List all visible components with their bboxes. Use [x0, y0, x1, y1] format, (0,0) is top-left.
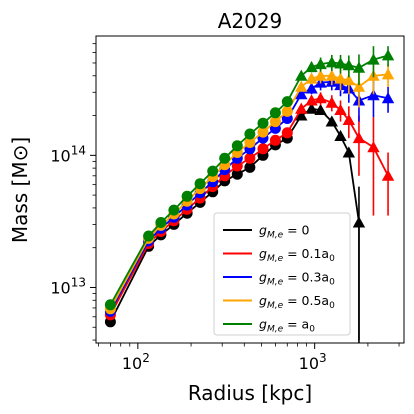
data-point — [244, 152, 256, 164]
data-point-triangle — [367, 89, 380, 101]
data-point-triangle — [295, 69, 308, 81]
data-point-triangle — [342, 146, 356, 158]
x-tick-label: 103 — [299, 351, 327, 373]
data-point — [231, 168, 243, 180]
data-point-triangle — [367, 53, 380, 65]
data-point — [269, 116, 281, 128]
data-point-triangle — [342, 74, 356, 86]
data-point-triangle — [352, 131, 366, 144]
data-point-triangle — [295, 102, 308, 114]
data-point-triangle — [342, 113, 356, 125]
data-point-triangle — [334, 129, 347, 141]
chart-title: A2029 — [218, 9, 283, 33]
data-point-triangle — [334, 57, 347, 69]
data-point — [168, 204, 180, 216]
data-point-triangle — [367, 141, 380, 153]
data-point — [257, 117, 269, 129]
data-point-triangle — [325, 69, 339, 81]
data-point-triangle — [381, 92, 395, 104]
x-axis-label: Radius [kpc] — [188, 381, 312, 405]
data-point-triangle — [334, 72, 347, 84]
y-tick-label: 1014 — [50, 143, 86, 165]
data-point — [231, 140, 243, 152]
data-point-triangle — [314, 103, 327, 116]
data-point-triangle — [314, 92, 327, 104]
data-point — [244, 161, 256, 173]
data-point-triangle — [381, 169, 395, 181]
data-point — [257, 126, 269, 138]
legend-entry: gM,e = 0.3a0 — [259, 270, 335, 288]
data-point-triangle — [314, 69, 327, 81]
data-point-triangle — [325, 56, 339, 68]
plot-area — [104, 46, 395, 343]
y-axis-label: Mass [M⊙] — [8, 137, 32, 243]
data-point — [269, 134, 281, 146]
data-point-triangle — [352, 61, 366, 73]
data-point-triangle — [305, 72, 318, 84]
data-point — [194, 178, 206, 190]
data-point — [181, 190, 193, 202]
legend: gM,e = 0 gM,e = 0.1a0 gM,e = 0.3a0 gM,e = 0… — [213, 212, 351, 336]
data-point-triangle — [305, 60, 318, 73]
data-point — [155, 217, 167, 228]
legend-entry: gM,e = a0 — [259, 317, 315, 335]
data-point — [244, 128, 256, 140]
data-point-triangle — [305, 82, 318, 94]
data-point — [219, 152, 231, 164]
data-point — [207, 165, 219, 177]
data-point-triangle — [352, 80, 366, 92]
data-point — [281, 127, 293, 139]
data-point-triangle — [352, 216, 366, 228]
legend-box — [213, 212, 351, 336]
data-point-triangle — [381, 49, 395, 61]
legend-entry: gM,e = 0.5a0 — [259, 293, 335, 311]
series-4 — [104, 46, 395, 311]
data-point-triangle — [295, 109, 308, 121]
legend-entry: gM,e = 0 — [259, 223, 310, 241]
legend-entry: gM,e = 0.1a0 — [259, 246, 335, 264]
data-point-triangle — [295, 80, 308, 92]
data-point-triangle — [295, 88, 308, 100]
data-point — [269, 107, 281, 119]
data-point — [257, 143, 269, 155]
axes: 102 103 1013 1014 — [50, 43, 400, 373]
data-point-triangle — [305, 94, 318, 106]
plot-frame — [95, 35, 405, 344]
data-point — [231, 160, 243, 172]
x-tick-label: 102 — [122, 351, 150, 373]
data-point-triangle — [334, 103, 347, 116]
data-point — [104, 299, 116, 311]
data-point — [143, 230, 155, 242]
data-point-triangle — [381, 68, 395, 80]
data-point-triangle — [325, 96, 339, 108]
data-point-triangle — [325, 115, 339, 127]
data-point — [281, 105, 293, 117]
y-tick-label: 1013 — [50, 275, 86, 297]
data-point-triangle — [305, 102, 318, 114]
data-point-triangle — [342, 59, 356, 71]
data-point — [281, 96, 293, 108]
data-point — [244, 137, 256, 148]
data-point-triangle — [314, 57, 327, 70]
